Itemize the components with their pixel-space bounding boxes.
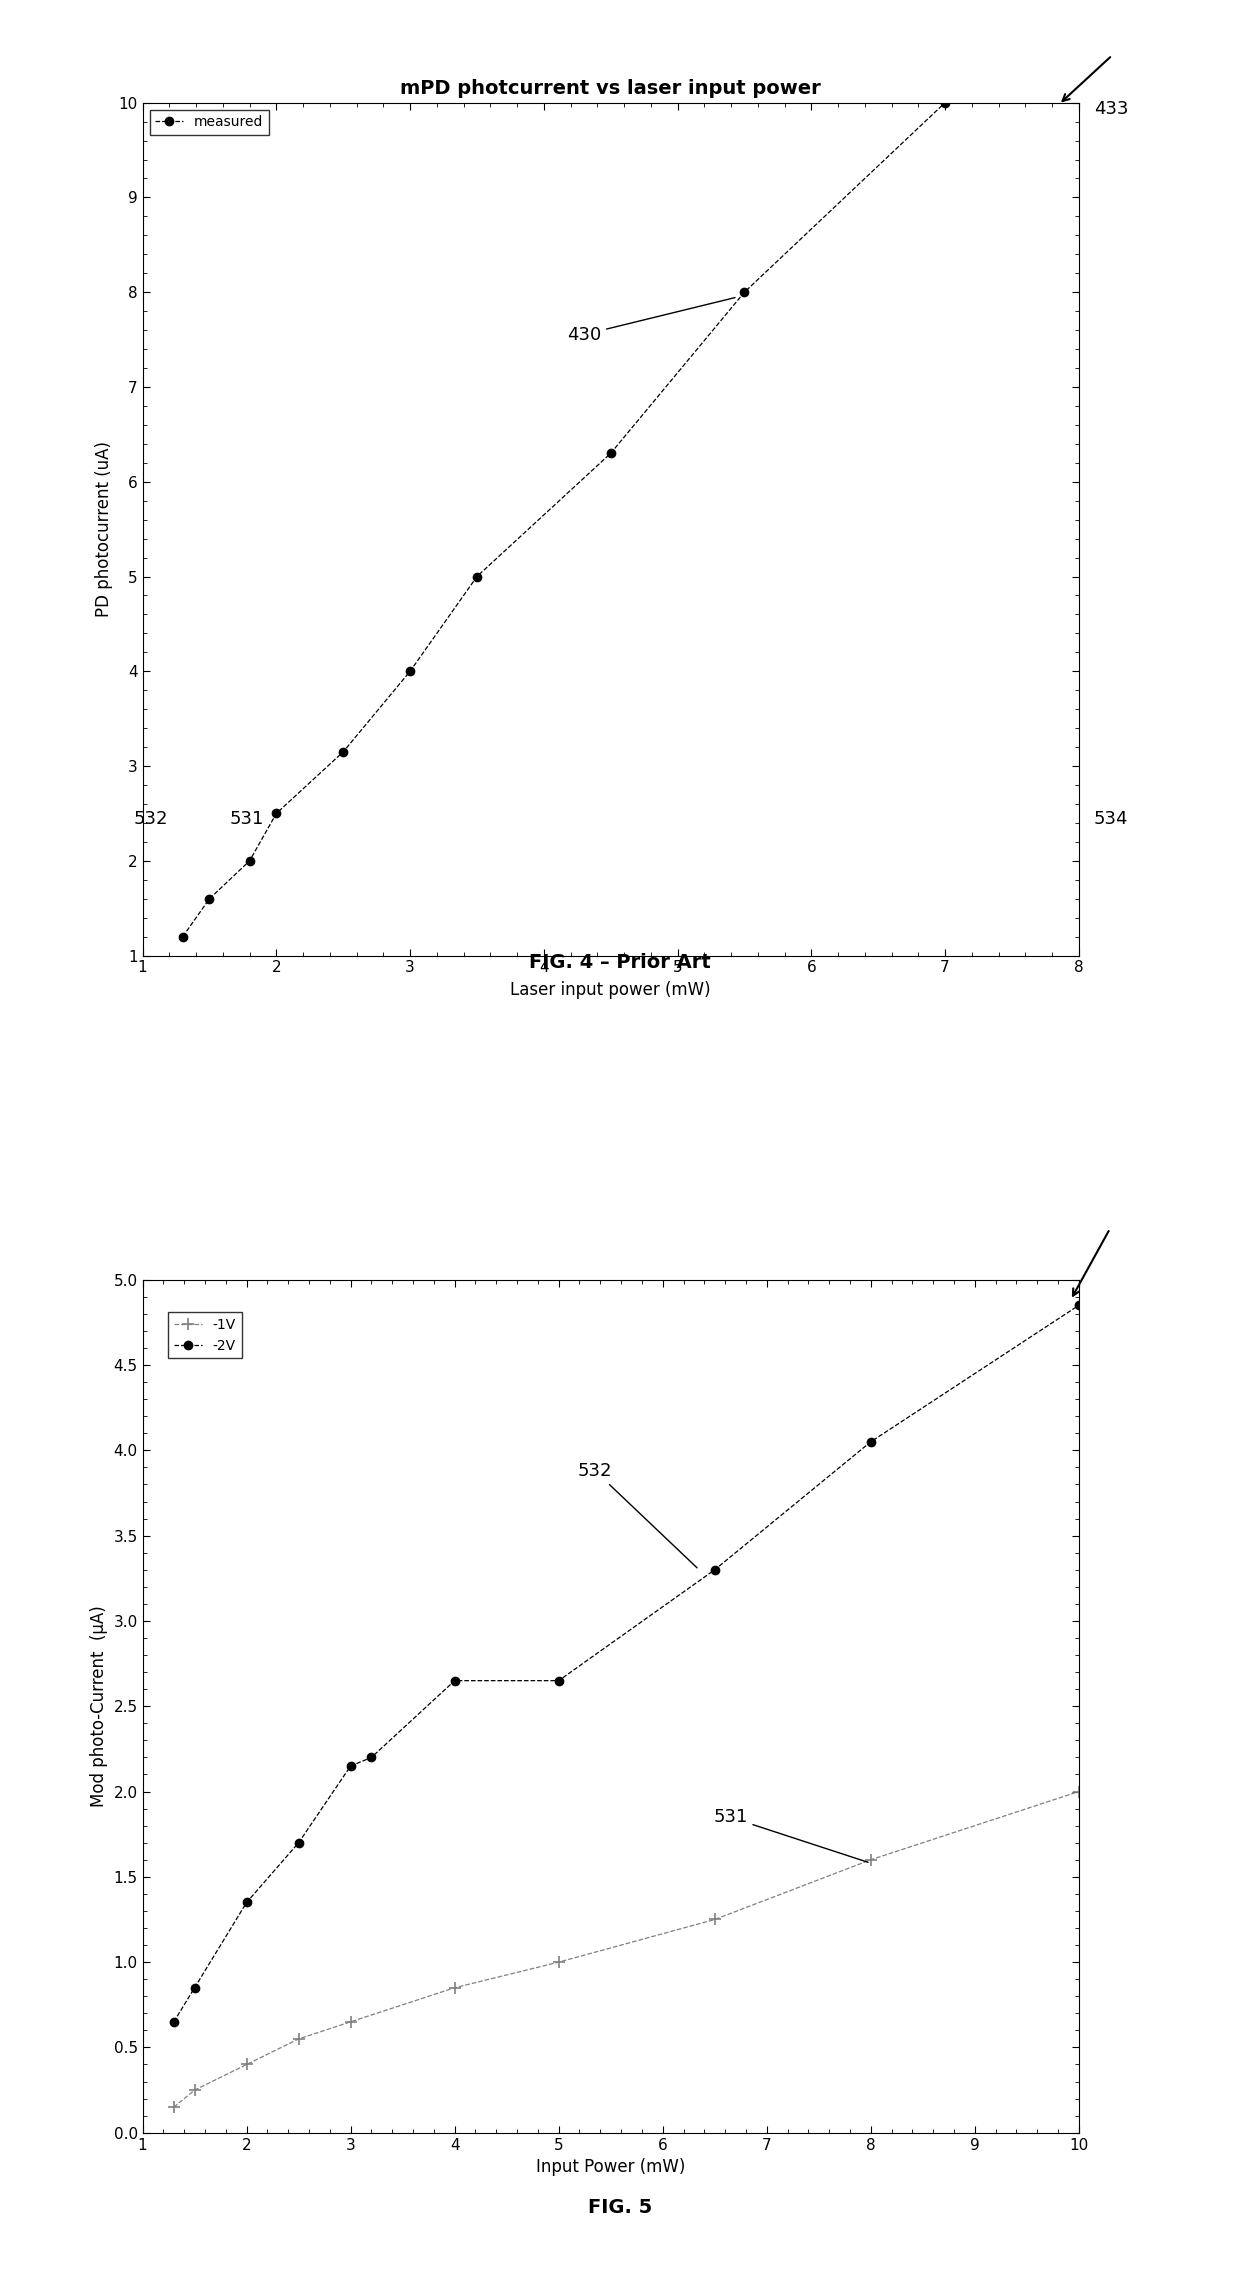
Text: 433: 433 (1094, 100, 1128, 119)
-2V (365, 1743, 379, 1770)
Text: 534: 534 (1094, 810, 1128, 828)
Legend: measured: measured (150, 109, 269, 135)
measured (403, 657, 418, 684)
Text: FIG. 4 – Prior Art: FIG. 4 – Prior Art (529, 953, 711, 972)
-1V (863, 1845, 878, 1873)
-1V (343, 2007, 358, 2035)
Legend: -1V, -2V: -1V, -2V (169, 1312, 242, 1359)
-1V (291, 2026, 306, 2053)
Text: 531: 531 (229, 810, 264, 828)
-2V (1071, 1291, 1086, 1318)
-1V (166, 2094, 181, 2121)
Line: -2V: -2V (170, 1300, 1083, 2026)
Y-axis label: PD photocurrent (uA): PD photocurrent (uA) (95, 440, 113, 618)
X-axis label: Laser input power (mW): Laser input power (mW) (511, 981, 711, 999)
-2V (863, 1428, 878, 1455)
Line: measured: measured (179, 98, 950, 940)
measured (175, 924, 190, 951)
-2V (187, 1973, 202, 2000)
-1V (187, 2076, 202, 2103)
measured (202, 885, 217, 912)
measured (937, 89, 952, 116)
Text: 532: 532 (134, 810, 169, 828)
Text: 532: 532 (578, 1462, 697, 1567)
-1V (1071, 1777, 1086, 1804)
Y-axis label: Mod photo-Current  (µA): Mod photo-Current (µA) (91, 1606, 108, 1807)
-2V (166, 2007, 181, 2035)
Title: mPD photcurrent vs laser input power: mPD photcurrent vs laser input power (401, 80, 821, 98)
measured (604, 440, 619, 468)
-2V (552, 1667, 567, 1695)
measured (470, 563, 485, 591)
Line: -1V: -1V (169, 1786, 1084, 2112)
-2V (707, 1556, 722, 1583)
measured (242, 846, 257, 874)
measured (737, 278, 751, 306)
measured (269, 801, 284, 828)
-2V (343, 1752, 358, 1779)
Text: 430: 430 (567, 297, 735, 344)
X-axis label: Input Power (mW): Input Power (mW) (536, 2158, 686, 2176)
Text: FIG. 5: FIG. 5 (588, 2199, 652, 2217)
-2V (291, 1829, 306, 1857)
Text: 531: 531 (713, 1809, 868, 1861)
-1V (448, 1973, 463, 2000)
-1V (552, 1948, 567, 1975)
-2V (239, 1889, 254, 1916)
-1V (707, 1907, 722, 1934)
-1V (239, 2051, 254, 2078)
measured (336, 739, 351, 766)
-2V (448, 1667, 463, 1695)
